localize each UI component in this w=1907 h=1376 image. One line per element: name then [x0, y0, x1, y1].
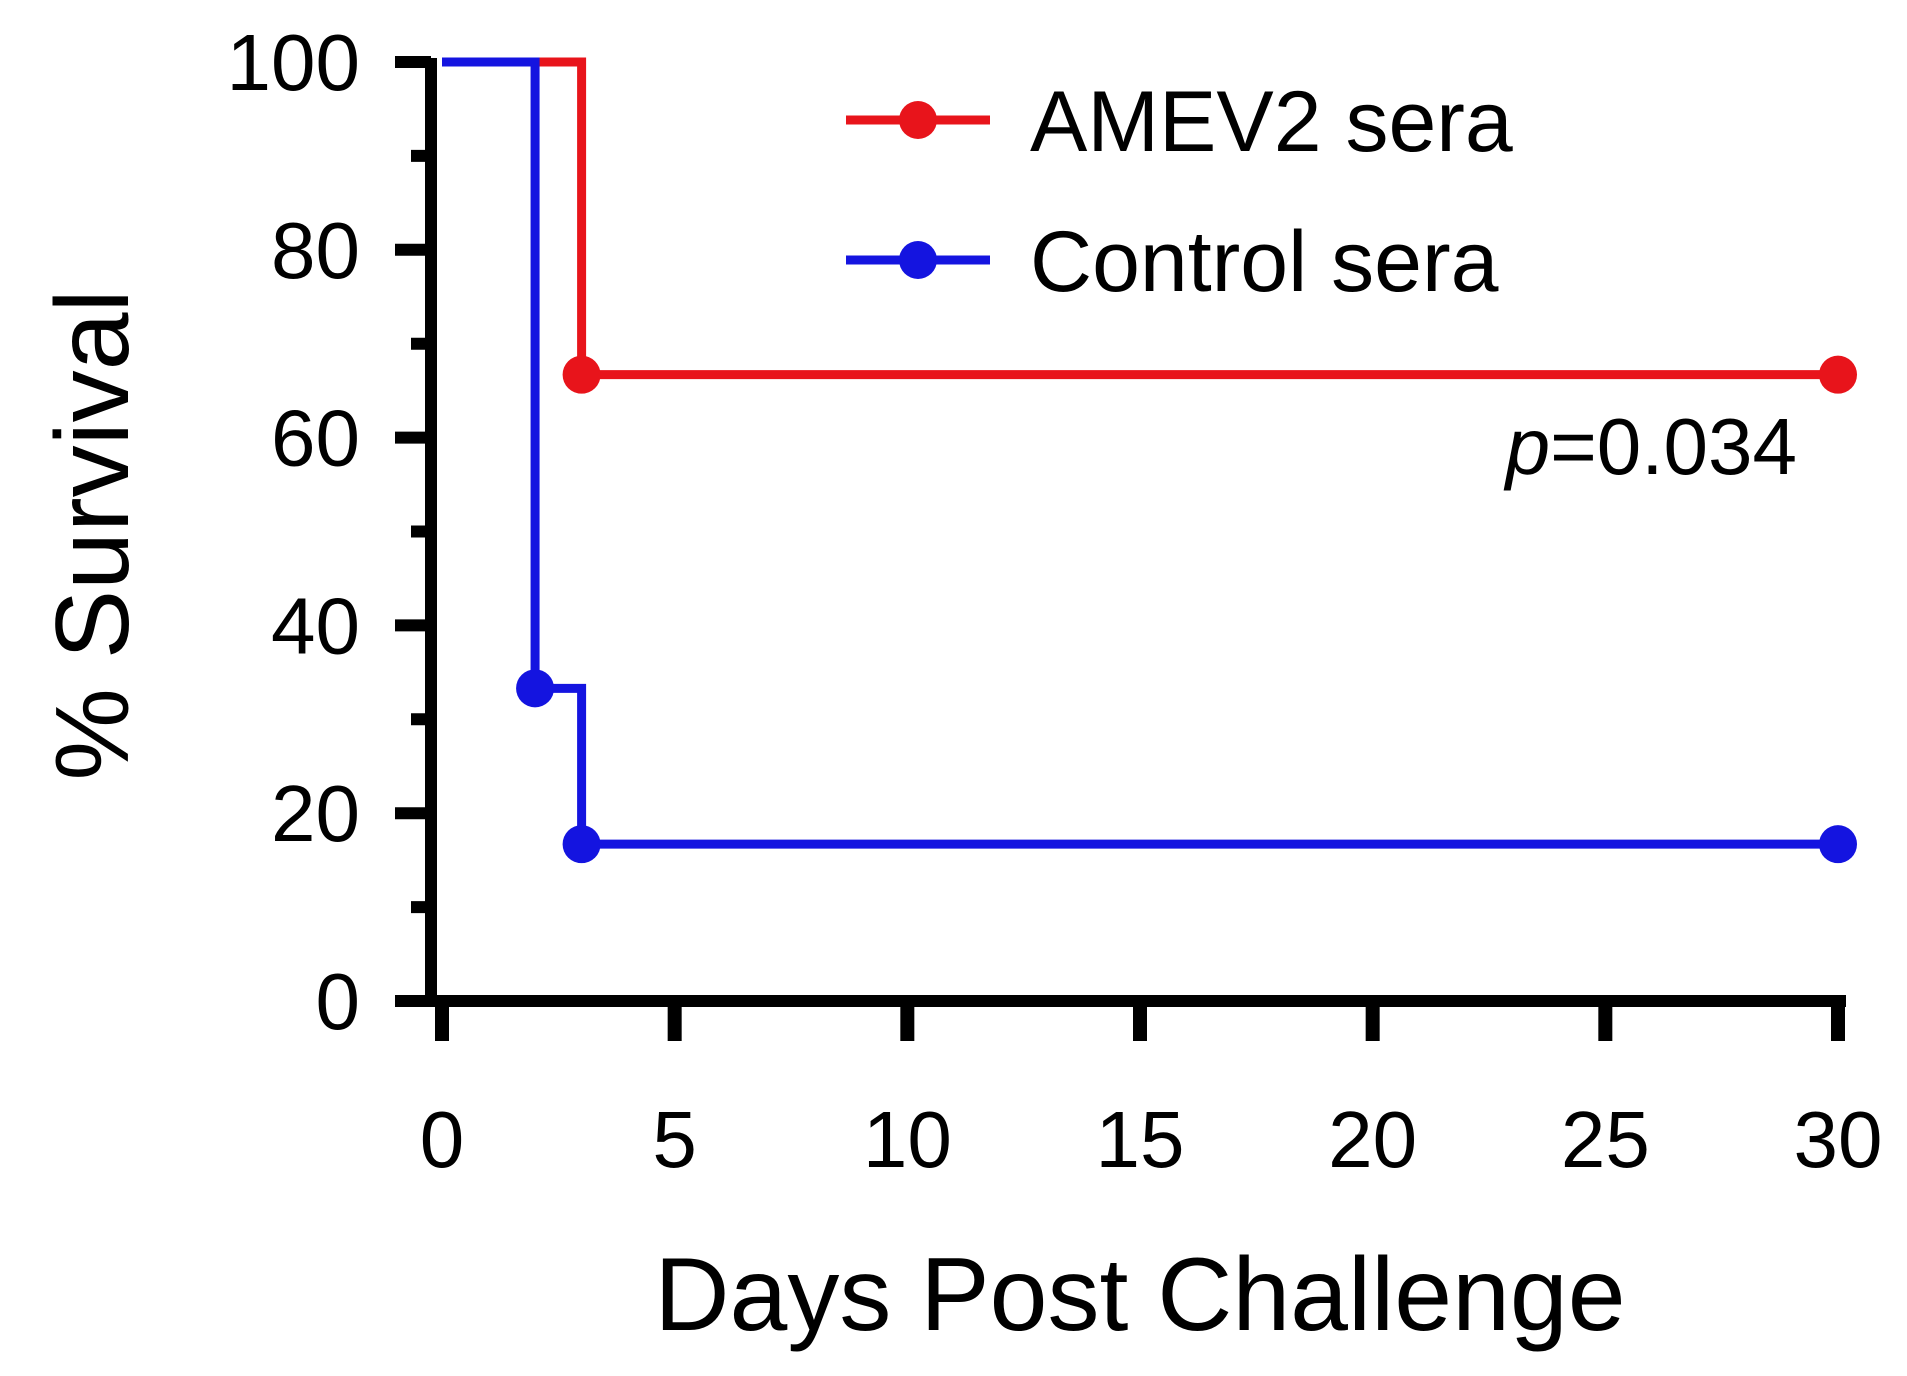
marker-control-sera-2 — [1819, 825, 1857, 864]
legend-label-control-sera: Control sera — [1030, 214, 1499, 310]
x-tick-label: 30 — [1794, 1095, 1883, 1184]
x-axis-title: Days Post Challenge — [654, 1237, 1625, 1353]
y-tick-label: 0 — [316, 957, 361, 1046]
plot-area — [442, 57, 1857, 864]
x-tick-label: 25 — [1561, 1095, 1650, 1184]
p-value-text: =0.034 — [1550, 402, 1797, 491]
x-tick-label: 0 — [420, 1095, 465, 1184]
marker-control-sera-0 — [516, 669, 555, 708]
series-line-control-sera — [442, 57, 1838, 849]
legend: AMEV2 sera Control sera — [846, 74, 1513, 310]
y-tick-label: 60 — [271, 394, 360, 483]
legend-swatch-marker-amev2-sera — [899, 101, 937, 139]
y-axis-title: % Survival — [35, 289, 151, 780]
legend-label-amev2-sera: AMEV2 sera — [1030, 74, 1513, 170]
y-tick-label: 80 — [271, 206, 360, 295]
x-tick-label: 10 — [863, 1095, 952, 1184]
y-tick-label: 20 — [271, 769, 360, 858]
p-value-annotation: p=0.034 — [1504, 402, 1797, 491]
y-tick-label: 100 — [227, 18, 360, 107]
marker-amev2-sera-1 — [1819, 355, 1857, 394]
p-value-symbol: p — [1504, 402, 1551, 491]
x-tick-label: 15 — [1096, 1095, 1185, 1184]
marker-control-sera-1 — [562, 825, 601, 864]
x-tick-label: 20 — [1328, 1095, 1417, 1184]
y-tick-label: 40 — [271, 581, 360, 670]
axes: 0 20 40 60 80 100 0 5 10 15 20 25 30 — [227, 18, 1883, 1184]
legend-swatch-marker-control-sera — [899, 241, 937, 279]
x-tick-label: 5 — [652, 1095, 697, 1184]
marker-amev2-sera-0 — [562, 355, 601, 394]
